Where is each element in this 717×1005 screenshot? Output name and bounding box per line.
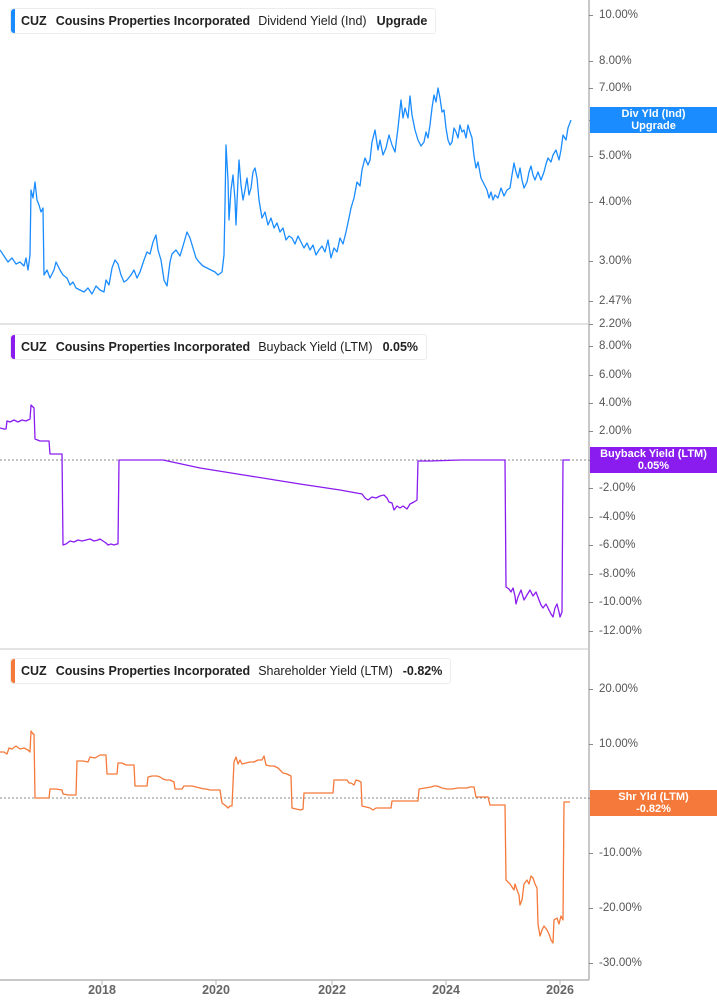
y-tick: -6.00% [599, 539, 636, 551]
legend-company: Cousins Properties Incorporated [55, 340, 251, 354]
y-tick: 5.00% [599, 150, 632, 162]
y-tick: -30.00% [599, 957, 642, 969]
legend-company: Cousins Properties Incorporated [55, 14, 251, 28]
flag-value: 0.05% [637, 460, 670, 472]
legend-ticker: CUZ [21, 664, 47, 678]
buyback-yield-legend: CUZ Cousins Properties Incorporated Buyb… [10, 334, 428, 360]
legend-value: 0.05% [382, 340, 419, 354]
y-tick: 2.47% [599, 295, 632, 307]
y-tick: -4.00% [599, 511, 636, 523]
buyback-yield-line [0, 404, 570, 618]
flag-label: Shr Yld (LTM) [618, 791, 689, 803]
x-tick: 2020 [202, 983, 230, 997]
y-tick: -8.00% [599, 568, 636, 580]
shareholder-yield-legend: CUZ Cousins Properties Incorporated Shar… [10, 658, 452, 684]
series-color-swatch [11, 659, 15, 683]
y-tick: 4.00% [599, 397, 632, 409]
dividend-yield-line [0, 87, 572, 295]
shareholder-yield-flag: Shr Yld (LTM) -0.82% [590, 790, 717, 816]
legend-value: -0.82% [402, 664, 443, 678]
shareholder-yield-line [0, 730, 570, 944]
y-tick: -10.00% [599, 596, 642, 608]
buyback-yield-flag: Buyback Yield (LTM) 0.05% [590, 447, 717, 473]
y-tick: 8.00% [599, 55, 632, 67]
dividend-yield-legend: CUZ Cousins Properties Incorporated Divi… [10, 8, 437, 34]
y-tick: 6.00% [599, 369, 632, 381]
flag-label: Div Yld (Ind) [621, 108, 686, 120]
dividend-yield-flag: Div Yld (Ind) Upgrade [590, 107, 717, 133]
legend-ticker: CUZ [21, 340, 47, 354]
y-tick: 8.00% [599, 340, 632, 352]
upgrade-link[interactable]: Upgrade [376, 14, 428, 28]
flag-label: Buyback Yield (LTM) [600, 448, 707, 460]
legend-ticker: CUZ [21, 14, 47, 28]
legend-metric: Buyback Yield (LTM) [258, 340, 373, 354]
y-tick: -2.00% [599, 482, 636, 494]
legend-metric: Shareholder Yield (LTM) [258, 664, 393, 678]
y-tick: 10.00% [599, 738, 639, 750]
y-tick: 10.00% [599, 9, 639, 21]
y-tick: -20.00% [599, 902, 642, 914]
y-tick: 7.00% [599, 82, 632, 94]
series-color-swatch [11, 335, 15, 359]
x-tick: 2024 [432, 983, 460, 997]
y-tick: 20.00% [599, 683, 639, 695]
x-tick: 2026 [546, 983, 574, 997]
y-tick: 4.00% [599, 196, 632, 208]
series-color-swatch [11, 9, 15, 33]
y-tick: 3.00% [599, 255, 632, 267]
x-tick: 2018 [88, 983, 116, 997]
flag-value: Upgrade [631, 120, 676, 132]
y-tick: 2.20% [599, 318, 632, 330]
x-tick: 2022 [318, 983, 346, 997]
flag-value: -0.82% [636, 803, 671, 815]
legend-company: Cousins Properties Incorporated [55, 664, 251, 678]
y-tick: -10.00% [599, 847, 642, 859]
legend-metric: Dividend Yield (Ind) [258, 14, 367, 28]
y-tick: -12.00% [599, 625, 642, 637]
y-tick: 2.00% [599, 425, 632, 437]
